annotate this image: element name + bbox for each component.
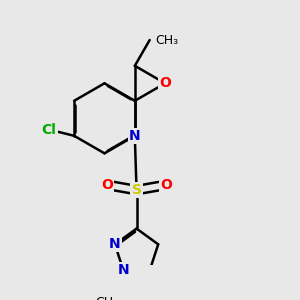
Text: O: O bbox=[160, 178, 172, 192]
Text: CH₃: CH₃ bbox=[95, 296, 118, 300]
Text: O: O bbox=[101, 178, 113, 192]
Text: O: O bbox=[159, 76, 171, 90]
Text: N: N bbox=[129, 129, 141, 143]
Text: N: N bbox=[109, 237, 121, 251]
Text: N: N bbox=[117, 263, 129, 277]
Text: CH₃: CH₃ bbox=[155, 34, 178, 46]
Text: Cl: Cl bbox=[41, 122, 56, 136]
Text: S: S bbox=[132, 183, 142, 197]
